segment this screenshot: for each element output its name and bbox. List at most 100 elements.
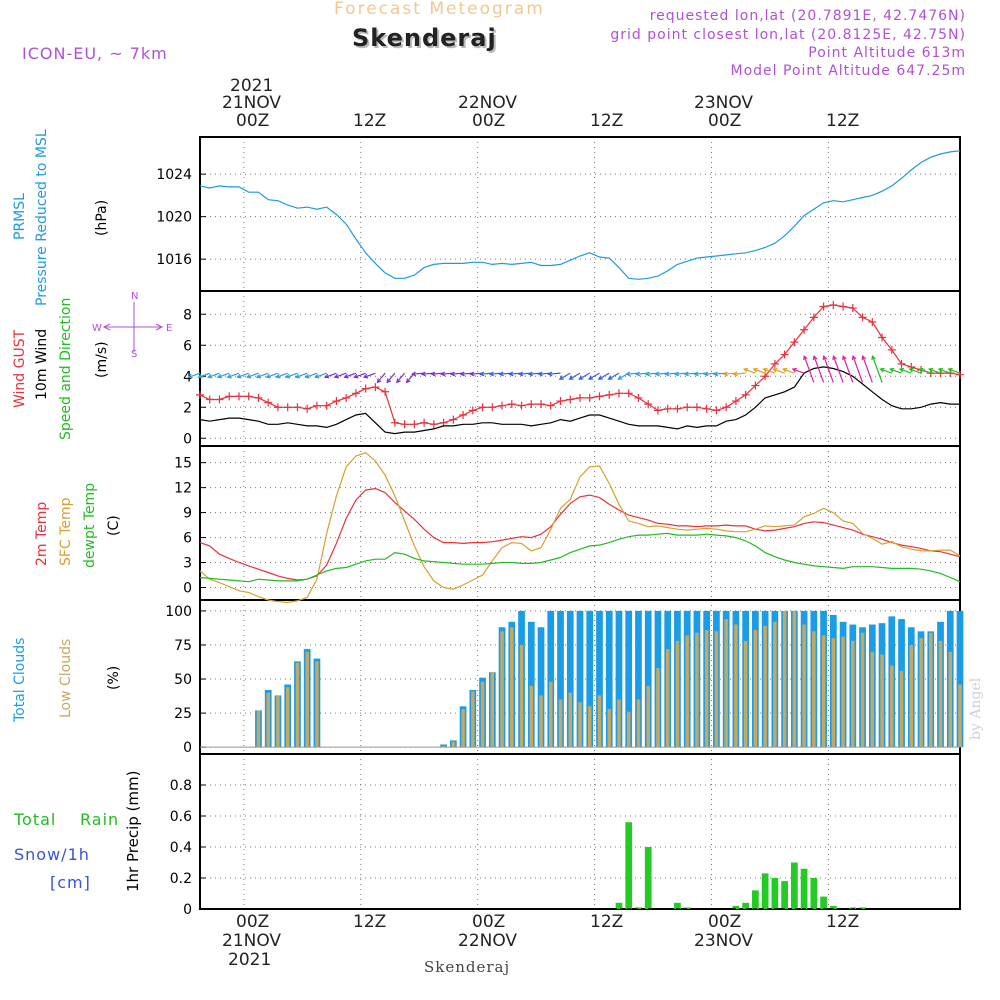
gust-marker — [449, 415, 458, 424]
wind-arrow — [645, 372, 659, 375]
gust-marker — [722, 403, 731, 412]
gust-marker — [605, 390, 614, 399]
low-cloud-bar — [860, 632, 865, 748]
rain-bar — [849, 907, 857, 909]
gust-marker — [215, 395, 224, 404]
requested-coords: requested lon,lat (20.7891E, 42.7476N) — [649, 8, 966, 24]
gust-marker — [468, 406, 477, 415]
wind-arrow — [938, 368, 951, 374]
total-cloud-bar — [644, 610, 652, 748]
gridpoint-coords: grid point closest lon,lat (20.8125E, 42… — [610, 27, 966, 43]
low-cloud-bar — [802, 624, 806, 748]
y-tick-label: 0 — [183, 902, 192, 918]
wind-arrow-head — [673, 371, 680, 377]
wind-arrow — [665, 372, 678, 375]
gust-marker — [234, 392, 243, 401]
gust-marker — [731, 397, 740, 406]
wind-arrow-head — [488, 371, 495, 377]
y-tick-label: 9 — [183, 506, 192, 522]
gust-marker — [566, 395, 575, 404]
gust-marker — [887, 345, 896, 354]
gust-marker — [517, 401, 526, 410]
gust-marker — [488, 403, 497, 412]
temp-2m-label: 2m Temp — [34, 502, 50, 566]
rain-bar — [820, 896, 827, 909]
dewpt-line — [199, 532, 961, 583]
wind-arrow — [763, 368, 776, 374]
wind-arrow-head — [314, 373, 320, 379]
wind-arrow — [246, 372, 259, 378]
gust-marker — [264, 398, 273, 407]
wind-arrow-head — [879, 367, 885, 373]
gust-marker — [634, 393, 643, 402]
gust-marker — [848, 304, 857, 313]
rain-bar — [752, 890, 759, 909]
wind-arrow-head — [947, 367, 953, 373]
wind-10m-label: 10m Wind — [34, 329, 50, 400]
wind-arrow — [509, 372, 522, 375]
wind-unit-label: (m/s) — [94, 341, 110, 378]
gust-marker — [956, 370, 964, 379]
point-altitude: Point Altitude 613m — [808, 45, 966, 61]
gust-marker — [770, 359, 779, 368]
bottom-date-label: 21NOV — [222, 931, 282, 951]
cloud-low-label: Low Clouds — [58, 639, 74, 718]
wind-arrow — [588, 372, 600, 380]
wind-arrow-head — [353, 373, 359, 379]
wind-arrow-head — [236, 373, 242, 379]
wind-arrow — [655, 372, 668, 375]
top-tick-label: 12Z — [353, 111, 387, 131]
gust-marker — [478, 403, 487, 412]
gust-marker — [819, 302, 828, 311]
wind-arrow — [899, 368, 912, 374]
wind-arrow — [441, 372, 454, 375]
wind-arrow — [675, 372, 688, 375]
precip-snow-label: Snow/1h — [14, 845, 90, 864]
low-cloud-bar — [276, 695, 280, 748]
wind-arrow-head — [842, 354, 847, 361]
rain-bar — [790, 862, 798, 909]
gust-marker — [839, 302, 848, 311]
wind-arrow-head — [617, 375, 623, 380]
gust-marker — [663, 404, 672, 413]
wind-arrow — [363, 372, 376, 378]
wind-arrow — [315, 372, 327, 378]
wind-arrow — [714, 372, 727, 375]
wind-arrow — [871, 355, 883, 383]
low-cloud-bar — [568, 692, 572, 748]
wind-arrow — [256, 372, 269, 378]
wind-arrow-head — [772, 367, 778, 373]
wind-arrow — [305, 372, 318, 378]
wind-arrow — [421, 372, 434, 375]
rain-bar — [674, 902, 681, 909]
wind-arrow-head — [547, 371, 553, 377]
wind-arrow-head — [449, 371, 456, 377]
wind-arrow — [386, 372, 396, 383]
wind-arrow — [782, 368, 795, 374]
compass-rose-icon — [102, 302, 164, 352]
gust-marker — [537, 400, 546, 409]
gust-marker — [897, 359, 906, 368]
location-title: Skenderaj — [352, 24, 497, 52]
wind-gust-label: Wind GUST — [12, 329, 28, 408]
rain-bar — [829, 905, 837, 909]
gust-marker — [527, 400, 536, 409]
low-cloud-bar — [441, 745, 446, 748]
gust-marker — [868, 318, 877, 326]
gust-marker — [673, 404, 682, 413]
y-tick-label: 3 — [183, 556, 192, 572]
wind-arrow — [684, 372, 697, 375]
wind-arrow — [334, 372, 347, 378]
wind-arrow — [929, 368, 941, 374]
rain-bar — [635, 907, 642, 909]
wind-arrow-head — [558, 375, 564, 380]
temp-labels: 2m Temp SFC Temp dewpt Temp (C) — [34, 483, 122, 568]
wind-arrow-head — [323, 373, 330, 379]
wind-arrow — [862, 355, 873, 383]
wind-arrow — [813, 355, 825, 383]
wind-arrow-head — [683, 371, 689, 377]
low-cloud-bar — [714, 631, 719, 748]
y-tick-label: 0.8 — [170, 778, 192, 794]
low-cloud-bar — [656, 668, 660, 748]
y-tick-label: 50 — [174, 672, 192, 688]
